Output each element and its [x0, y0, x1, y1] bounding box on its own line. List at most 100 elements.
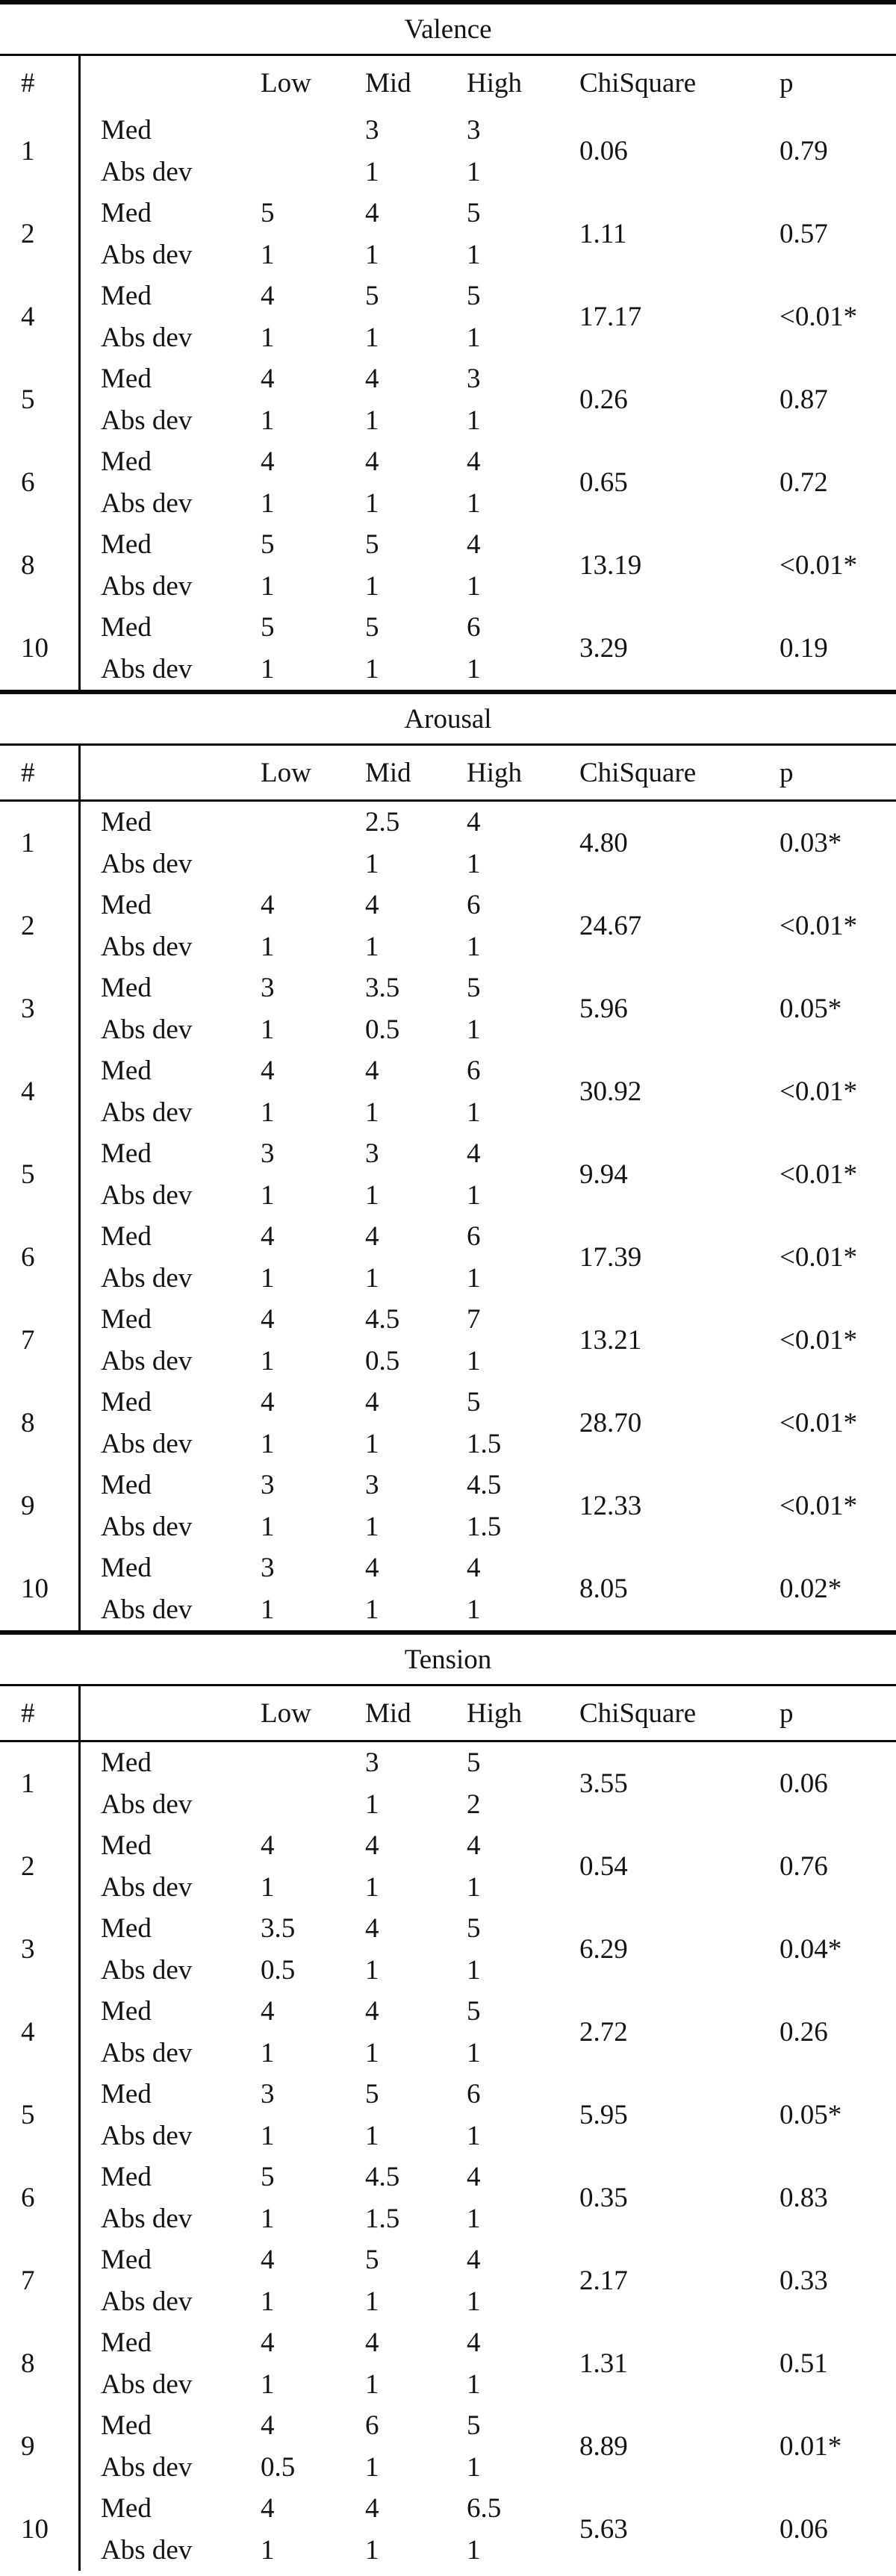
p-value: <0.01* [780, 911, 858, 941]
med-high-value: 5 [467, 2410, 481, 2442]
med-row-label: Med [101, 973, 152, 1004]
med-row-label: Med [101, 2245, 152, 2276]
p-value: 0.04* [780, 1934, 842, 1965]
med-low-value: 4 [261, 2493, 275, 2524]
med-low-value: 5 [261, 198, 275, 229]
med-low-value: 3.5 [261, 1913, 296, 1945]
med-high-value: 6 [467, 1221, 481, 1253]
stimulus-number: 7 [21, 1325, 35, 1356]
med-low-value: 3 [261, 1553, 275, 1584]
table-row-group: 1 Med 2.5 4 4.80 0.03* Abs dev 1 1 [0, 802, 896, 885]
med-low-value: 4 [261, 1055, 275, 1087]
chisquare-value: 0.06 [579, 136, 628, 166]
stimulus-number: 1 [21, 136, 35, 166]
abs-dev-high-value: 1 [467, 2120, 481, 2151]
med-high-value: 4 [467, 446, 481, 478]
table-row-group: 5 Med 3 3 4 9.94 <0.01* Abs dev 1 1 1 [0, 1133, 896, 1216]
abs-dev-row-label: Abs dev [101, 2120, 193, 2151]
title-rule [0, 743, 896, 746]
med-high-value: 3 [467, 364, 481, 395]
table-title-tension: Tension [404, 1644, 492, 1675]
med-high-value: 4.5 [467, 1470, 502, 1501]
title-rule [0, 54, 896, 56]
stimulus-number: 10 [21, 633, 49, 664]
abs-dev-low-value: 1 [261, 2286, 275, 2317]
tension-table: Tension # Low Mid High ChiSquare p 1 Med… [0, 1630, 896, 2571]
tension-rows: 1 Med 3 5 3.55 0.06 Abs dev 1 2 2 Med 4 … [0, 1742, 896, 2571]
med-low-value: 3 [261, 2079, 275, 2110]
abs-dev-high-value: 1 [467, 2286, 481, 2317]
med-high-value: 6.5 [467, 2493, 502, 2524]
abs-dev-mid-value: 1 [365, 931, 379, 962]
p-value: 0.02* [780, 1574, 842, 1604]
abs-dev-high-value: 1 [467, 487, 481, 519]
abs-dev-mid-value: 1 [365, 487, 379, 519]
stimulus-number: 10 [21, 1574, 49, 1604]
chisquare-value: 0.65 [579, 467, 628, 498]
med-high-value: 6 [467, 1055, 481, 1087]
stimulus-number: 4 [21, 302, 35, 332]
abs-dev-high-value: 1 [467, 1345, 481, 1376]
med-mid-value: 4 [365, 198, 379, 229]
med-low-value: 4 [261, 1996, 275, 2027]
med-high-value: 4 [467, 1138, 481, 1170]
table-row-group: 1 Med 3 3 0.06 0.79 Abs dev 1 1 [0, 110, 896, 193]
table-row-group: 3 Med 3.5 4 5 6.29 0.04* Abs dev 0.5 1 1 [0, 1908, 896, 1991]
stimulus-number: 6 [21, 1242, 35, 1273]
column-header-row: # Low Mid High ChiSquare p [0, 746, 896, 799]
abs-dev-mid-value: 0.5 [365, 1345, 400, 1376]
abs-dev-high-value: 1 [467, 1097, 481, 1128]
abs-dev-mid-value: 1 [365, 1871, 379, 1903]
abs-dev-high-value: 1 [467, 1594, 481, 1625]
col-header-high: High [467, 1697, 522, 1729]
stimulus-number: 4 [21, 2017, 35, 2048]
med-row-label: Med [101, 1304, 152, 1335]
p-value: <0.01* [780, 1325, 858, 1356]
med-low-value: 4 [261, 1221, 275, 1253]
title-rule [0, 1684, 896, 1686]
header-rule [0, 799, 896, 802]
table-row-group: 1 Med 3 5 3.55 0.06 Abs dev 1 2 [0, 1742, 896, 1825]
abs-dev-mid-value: 1 [365, 570, 379, 602]
abs-dev-mid-value: 1 [365, 1428, 379, 1459]
p-value: 0.51 [780, 2348, 828, 2379]
col-header-chisquare: ChiSquare [579, 757, 697, 788]
table-row-group: 4 Med 4 5 5 17.17 <0.01* Abs dev 1 1 1 [0, 275, 896, 358]
med-high-value: 5 [467, 1996, 481, 2027]
p-value: <0.01* [780, 1242, 858, 1273]
stimulus-number: 8 [21, 2348, 35, 2379]
abs-dev-low-value: 0.5 [261, 2451, 296, 2483]
abs-dev-low-value: 1 [261, 653, 275, 684]
abs-dev-low-value: 0.5 [261, 1954, 296, 1986]
header-rule [0, 1740, 896, 1742]
stimulus-number: 3 [21, 1934, 35, 1965]
med-high-value: 5 [467, 1747, 481, 1779]
med-mid-value: 4 [365, 1055, 379, 1087]
abs-dev-row-label: Abs dev [101, 405, 193, 436]
chisquare-value: 8.05 [579, 1574, 628, 1604]
abs-dev-high-value: 1 [467, 848, 481, 879]
med-row-label: Med [101, 364, 152, 395]
chisquare-value: 6.29 [579, 1934, 628, 1965]
med-row-label: Med [101, 807, 152, 838]
table-row-group: 7 Med 4 4.5 7 13.21 <0.01* Abs dev 1 0.5… [0, 1299, 896, 1382]
col-header-mid: Mid [365, 1697, 411, 1729]
table-row-group: 4 Med 4 4 6 30.92 <0.01* Abs dev 1 1 1 [0, 1050, 896, 1133]
p-value: 0.06 [780, 2514, 828, 2545]
med-mid-value: 3.5 [365, 973, 400, 1004]
abs-dev-high-value: 1 [467, 2203, 481, 2234]
med-row-label: Med [101, 612, 152, 643]
stimulus-number: 1 [21, 1768, 35, 1799]
abs-dev-mid-value: 1 [365, 239, 379, 270]
table-row-group: 6 Med 4 4 4 0.65 0.72 Abs dev 1 1 1 [0, 441, 896, 524]
med-low-value: 3 [261, 1138, 275, 1170]
abs-dev-high-value: 2 [467, 1788, 481, 1820]
p-value: 0.57 [780, 219, 828, 249]
abs-dev-low-value: 1 [261, 931, 275, 962]
med-high-value: 5 [467, 1913, 481, 1945]
abs-dev-low-value: 1 [261, 2120, 275, 2151]
med-mid-value: 4 [365, 1996, 379, 2027]
med-high-value: 6 [467, 2079, 481, 2110]
med-row-label: Med [101, 1996, 152, 2027]
col-header-chisquare: ChiSquare [579, 1697, 697, 1729]
